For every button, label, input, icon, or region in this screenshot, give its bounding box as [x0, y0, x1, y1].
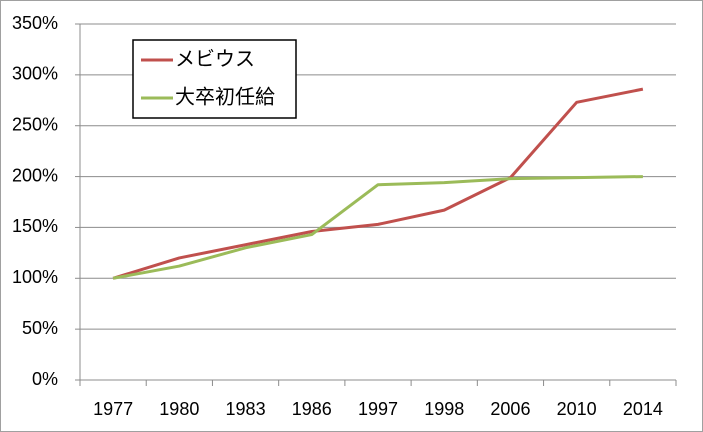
legend-box: [132, 39, 297, 119]
x-tick-label: 1980: [159, 399, 199, 419]
y-tick-label: 200%: [12, 165, 58, 185]
y-tick-label: 250%: [12, 114, 58, 134]
y-tick-label: 100%: [12, 267, 58, 287]
x-tick-label: 2006: [490, 399, 530, 419]
y-tick-label: 150%: [12, 216, 58, 236]
data-line: [112, 87, 644, 280]
y-tick-label: 50%: [22, 318, 58, 338]
x-tick-label: 1983: [226, 399, 266, 419]
x-tick-label: 1998: [424, 399, 464, 419]
y-tick-label: 300%: [12, 64, 58, 84]
y-tick-label: 350%: [12, 13, 58, 33]
y-tick-label: 0%: [32, 369, 58, 389]
legend-label: 大卒初任給: [175, 85, 275, 108]
x-tick-label: 1977: [93, 399, 133, 419]
x-tick-label: 1986: [292, 399, 332, 419]
legend-label: メビウス: [175, 47, 255, 70]
x-tick-label: 1997: [358, 399, 398, 419]
x-tick-label: 2010: [557, 399, 597, 419]
data-line: [112, 175, 643, 280]
x-tick-label: 2014: [623, 399, 663, 419]
